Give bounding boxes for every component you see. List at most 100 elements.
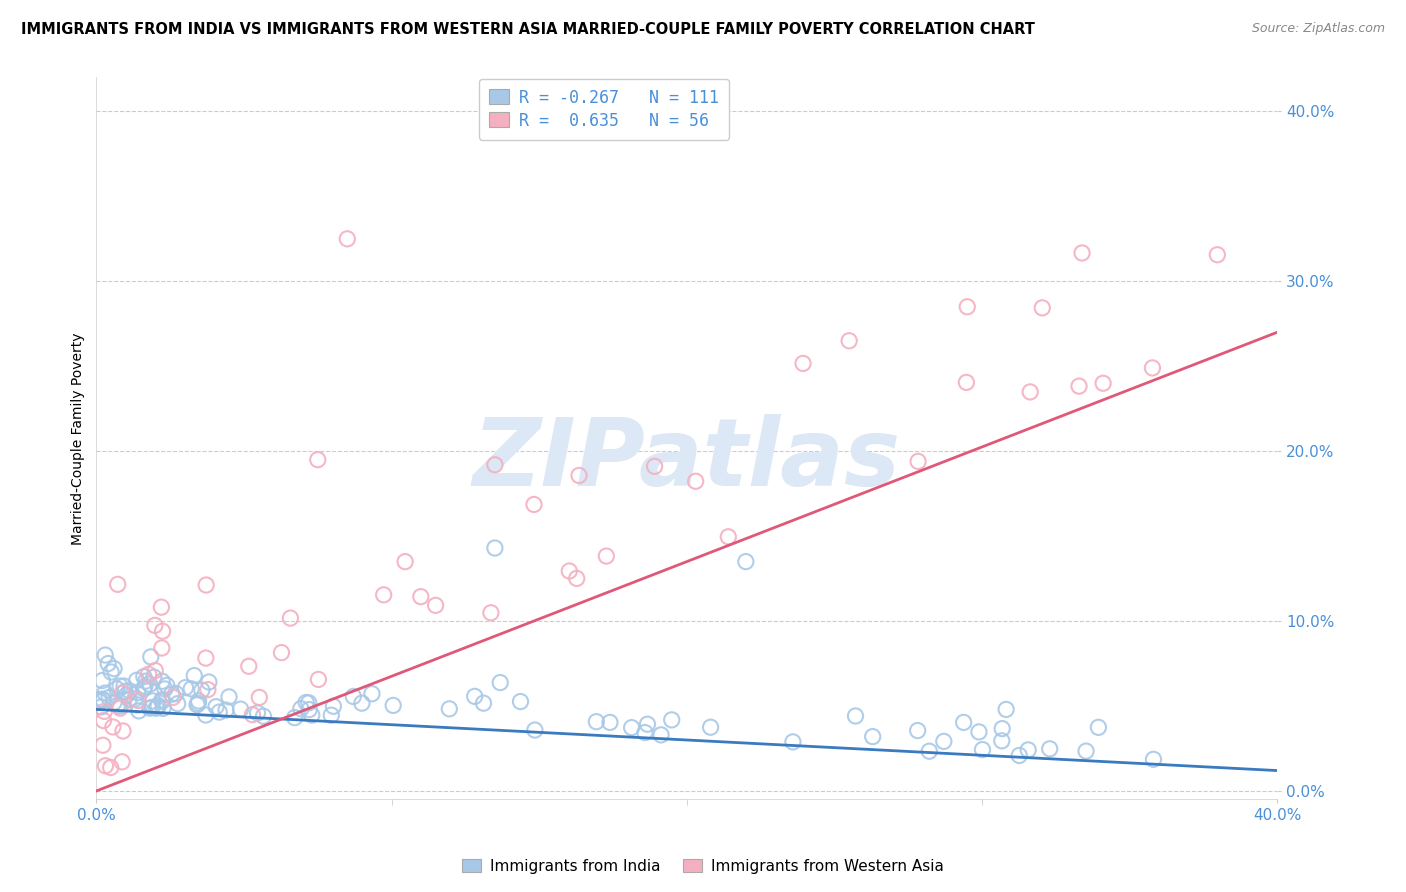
Point <box>298 696 321 710</box>
Point <box>568 468 591 483</box>
Point <box>91 693 114 707</box>
Point <box>298 703 321 717</box>
Point <box>108 699 131 714</box>
Text: IMMIGRANTS FROM INDIA VS IMMIGRANTS FROM WESTERN ASIA MARRIED-COUPLE FAMILY POVE: IMMIGRANTS FROM INDIA VS IMMIGRANTS FROM… <box>21 22 1035 37</box>
Point <box>1008 748 1031 763</box>
Point <box>101 720 124 734</box>
Point <box>1142 752 1164 766</box>
Point <box>143 664 166 678</box>
Point <box>198 675 221 690</box>
Point <box>187 694 209 708</box>
Point <box>197 682 219 697</box>
Point <box>93 704 115 718</box>
Point <box>558 564 581 578</box>
Point <box>952 715 974 730</box>
Point <box>484 458 506 472</box>
Point <box>717 530 740 544</box>
Point <box>150 694 173 708</box>
Point <box>205 699 228 714</box>
Point <box>107 698 129 713</box>
Point <box>382 698 405 713</box>
Point <box>1039 741 1062 756</box>
Point <box>991 734 1014 748</box>
Point <box>160 687 183 701</box>
Point <box>132 670 155 684</box>
Point <box>650 728 672 742</box>
Point <box>1031 301 1053 315</box>
Point <box>98 690 121 705</box>
Point <box>134 679 156 693</box>
Point <box>844 709 866 723</box>
Point <box>166 697 188 711</box>
Point <box>394 555 416 569</box>
Point <box>955 376 977 390</box>
Point <box>91 673 114 688</box>
Point <box>1087 720 1109 734</box>
Point <box>972 742 994 756</box>
Point <box>138 677 160 691</box>
Point <box>127 686 149 700</box>
Point <box>150 600 173 615</box>
Point <box>103 695 125 709</box>
Point <box>838 334 860 348</box>
Point <box>361 687 384 701</box>
Point <box>124 692 146 706</box>
Point <box>91 692 114 706</box>
Point <box>523 498 546 512</box>
Point <box>479 606 502 620</box>
Point <box>127 698 149 712</box>
Point <box>111 723 134 738</box>
Point <box>565 571 588 585</box>
Point <box>336 232 359 246</box>
Point <box>195 578 218 592</box>
Point <box>107 577 129 591</box>
Point <box>238 659 260 673</box>
Point <box>995 702 1018 716</box>
Point <box>187 696 209 710</box>
Point <box>91 738 114 752</box>
Point <box>194 708 217 723</box>
Point <box>114 684 136 698</box>
Point <box>153 681 176 696</box>
Point <box>956 300 979 314</box>
Point <box>115 688 138 702</box>
Point <box>284 711 307 725</box>
Point <box>350 696 373 710</box>
Point <box>246 706 269 720</box>
Point <box>150 674 173 689</box>
Point <box>141 700 163 714</box>
Point <box>180 681 202 696</box>
Point <box>118 692 141 706</box>
Point <box>90 700 112 714</box>
Text: Source: ZipAtlas.com: Source: ZipAtlas.com <box>1251 22 1385 36</box>
Point <box>242 707 264 722</box>
Point <box>191 683 214 698</box>
Point <box>247 690 270 705</box>
Point <box>93 714 115 728</box>
Point <box>862 730 884 744</box>
Point <box>156 678 179 692</box>
Legend: R = -0.267   N = 111, R =  0.635   N = 56: R = -0.267 N = 111, R = 0.635 N = 56 <box>479 78 730 139</box>
Point <box>425 599 447 613</box>
Point <box>105 681 128 696</box>
Point <box>464 690 486 704</box>
Point <box>270 646 292 660</box>
Point <box>342 690 364 704</box>
Point <box>509 694 531 708</box>
Point <box>991 722 1014 736</box>
Point <box>1019 384 1042 399</box>
Point <box>89 695 111 709</box>
Point <box>967 725 990 739</box>
Point <box>734 555 756 569</box>
Point <box>118 684 141 698</box>
Point <box>321 708 343 723</box>
Point <box>699 720 721 734</box>
Point <box>1092 376 1115 391</box>
Point <box>295 695 318 709</box>
Point <box>127 693 149 707</box>
Point <box>94 758 117 772</box>
Point <box>595 549 617 563</box>
Point <box>165 687 187 701</box>
Point <box>634 725 657 739</box>
Point <box>782 735 804 749</box>
